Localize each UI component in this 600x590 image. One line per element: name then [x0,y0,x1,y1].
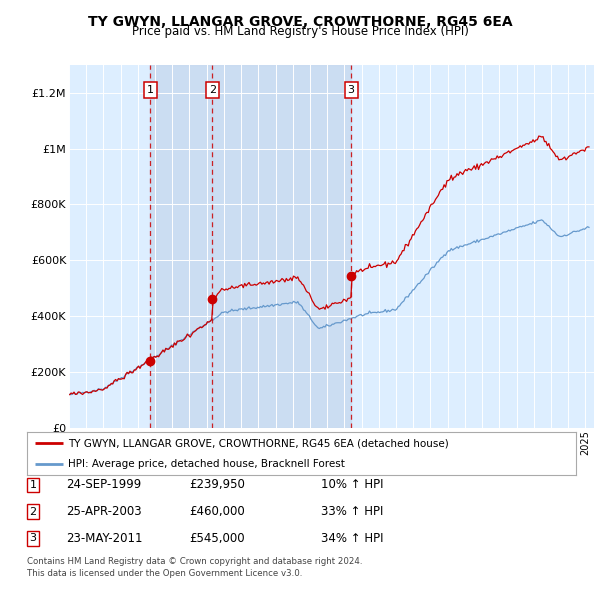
Text: 1: 1 [147,86,154,96]
Text: Price paid vs. HM Land Registry's House Price Index (HPI): Price paid vs. HM Land Registry's House … [131,25,469,38]
Text: TY GWYN, LLANGAR GROVE, CROWTHORNE, RG45 6EA: TY GWYN, LLANGAR GROVE, CROWTHORNE, RG45… [88,15,512,29]
Text: This data is licensed under the Open Government Licence v3.0.: This data is licensed under the Open Gov… [27,569,302,578]
Text: 33% ↑ HPI: 33% ↑ HPI [321,505,383,518]
Text: 34% ↑ HPI: 34% ↑ HPI [321,532,383,545]
Text: TY GWYN, LLANGAR GROVE, CROWTHORNE, RG45 6EA (detached house): TY GWYN, LLANGAR GROVE, CROWTHORNE, RG45… [68,438,449,448]
Text: 1: 1 [29,480,37,490]
Text: 2: 2 [29,507,37,516]
Text: Contains HM Land Registry data © Crown copyright and database right 2024.: Contains HM Land Registry data © Crown c… [27,557,362,566]
Text: 10% ↑ HPI: 10% ↑ HPI [321,478,383,491]
Text: 3: 3 [347,86,355,96]
Text: 23-MAY-2011: 23-MAY-2011 [66,532,143,545]
Bar [151,65,212,428]
Text: 3: 3 [29,533,37,543]
Text: £460,000: £460,000 [189,505,245,518]
Text: HPI: Average price, detached house, Bracknell Forest: HPI: Average price, detached house, Brac… [68,460,345,469]
Text: £239,950: £239,950 [189,478,245,491]
Text: 24-SEP-1999: 24-SEP-1999 [66,478,141,491]
Text: 25-APR-2003: 25-APR-2003 [66,505,142,518]
Bar [212,65,351,428]
Text: 2: 2 [209,86,216,96]
Text: £545,000: £545,000 [189,532,245,545]
